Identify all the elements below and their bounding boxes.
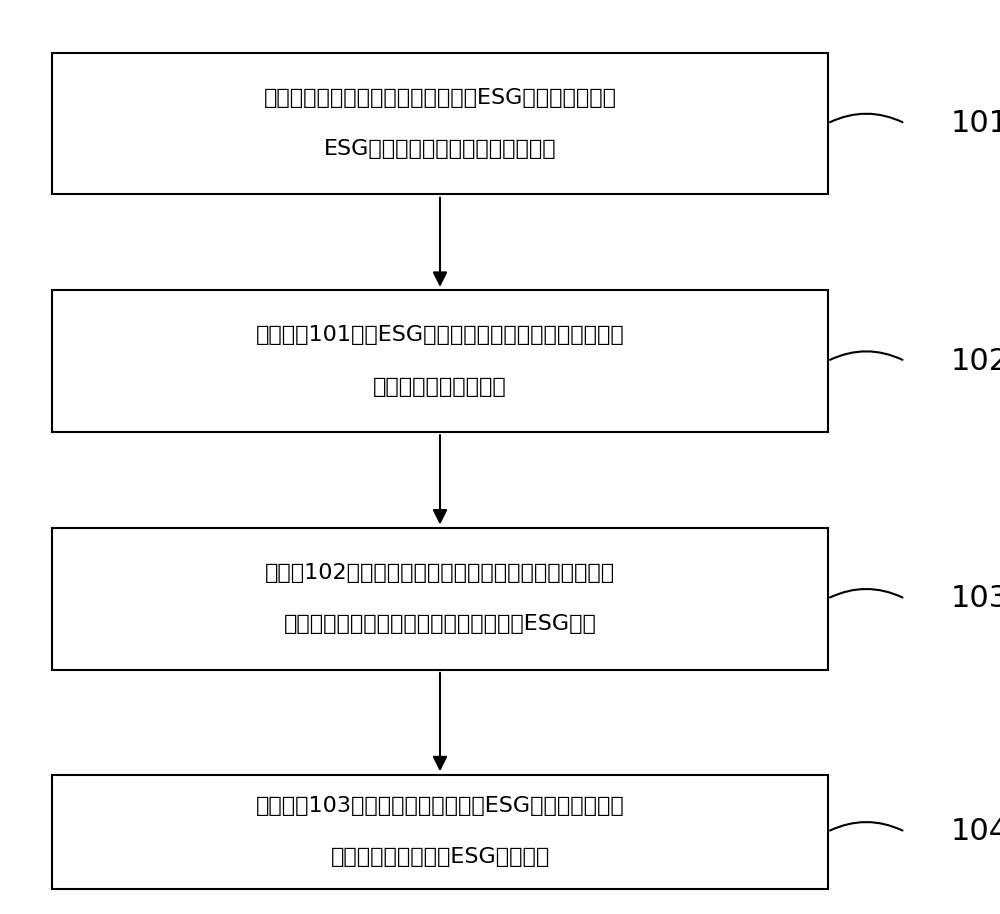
Text: 104: 104	[951, 817, 1000, 846]
Text: 101: 101	[951, 109, 1000, 138]
Bar	[52, 775, 828, 888]
Text: 指标和定性指标的评分: 指标和定性指标的评分	[373, 377, 507, 397]
Text: 102: 102	[951, 346, 1000, 376]
Text: 根据步骤103得出所有待评估企业的ESG总分进行排名，: 根据步骤103得出所有待评估企业的ESG总分进行排名，	[256, 796, 624, 816]
Text: 基于步骤101中的ESG评分表对所有待评估企业进行定量: 基于步骤101中的ESG评分表对所有待评估企业进行定量	[256, 325, 624, 345]
Text: ESG评分表包括定性指标和定量指标: ESG评分表包括定性指标和定量指标	[324, 139, 556, 159]
Text: 并根据排名结果给予ESG评价等级: 并根据排名结果给予ESG评价等级	[330, 847, 550, 867]
Bar	[52, 291, 828, 432]
Text: 分配模型进行计算得出所有待评估企业的ESG总分: 分配模型进行计算得出所有待评估企业的ESG总分	[284, 614, 596, 634]
Bar	[52, 53, 828, 195]
Text: 将步骤102得到的定性指标和定量指标评分数据采用权重: 将步骤102得到的定性指标和定量指标评分数据采用权重	[265, 563, 615, 583]
Bar	[52, 528, 828, 669]
Text: 103: 103	[951, 584, 1000, 613]
Text: 进行行业划分，并编制各行业对应的ESG评分表，其中，: 进行行业划分，并编制各行业对应的ESG评分表，其中，	[264, 88, 616, 108]
